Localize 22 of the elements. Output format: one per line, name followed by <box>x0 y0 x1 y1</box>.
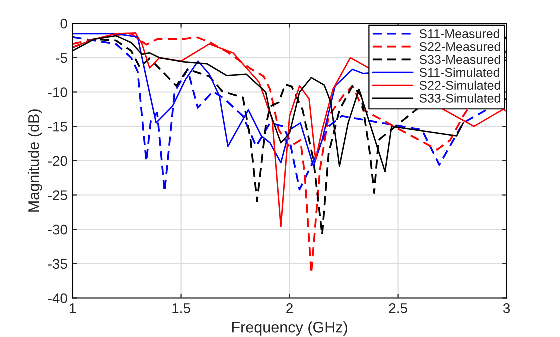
x-tick-label: 3 <box>503 303 510 314</box>
legend-label: S22-Measured <box>420 42 500 52</box>
x-tick-label: 1.5 <box>172 304 190 314</box>
y-tick-label: -10 <box>48 88 68 98</box>
y-tick-label: -5 <box>56 53 68 64</box>
y-tick-label: -20 <box>48 156 68 166</box>
legend-label: S11-Simulated <box>420 68 500 78</box>
y-tick-label: -30 <box>48 224 68 235</box>
y-tick-label: -25 <box>48 190 68 200</box>
y-axis-title: Magnitude (dB) <box>28 110 42 212</box>
x-tick-label: 2 <box>286 303 293 314</box>
legend-label: S33-Simulated <box>420 94 500 103</box>
legend-label: S33-Measured <box>420 55 500 64</box>
x-tick-label: 1 <box>70 304 76 314</box>
legend-label: S22-Simulated <box>420 80 500 90</box>
y-tick-label: -15 <box>48 122 68 132</box>
x-tick-label: 2.5 <box>389 303 408 314</box>
y-tick-label: 0 <box>60 18 68 29</box>
y-tick-label: -40 <box>48 294 68 304</box>
legend-label: S11-Measured <box>420 29 500 38</box>
x-axis-title: Frequency (GHz) <box>232 322 348 336</box>
y-tick-label: -35 <box>48 259 68 270</box>
